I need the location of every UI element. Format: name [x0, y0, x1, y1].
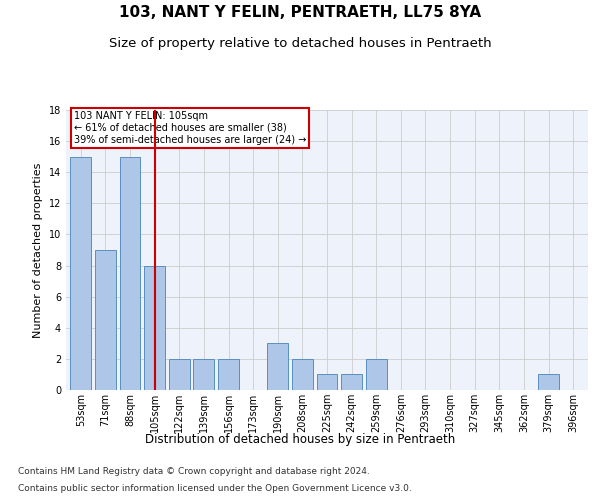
Bar	[366, 359, 387, 390]
Bar	[267, 344, 288, 390]
Bar	[317, 374, 337, 390]
Text: 103, NANT Y FELIN, PENTRAETH, LL75 8YA: 103, NANT Y FELIN, PENTRAETH, LL75 8YA	[119, 5, 481, 20]
Bar	[169, 359, 190, 390]
Bar	[144, 266, 165, 390]
Bar	[95, 250, 116, 390]
Text: Contains public sector information licensed under the Open Government Licence v3: Contains public sector information licen…	[18, 484, 412, 493]
Bar	[341, 374, 362, 390]
Bar	[70, 156, 91, 390]
Text: 103 NANT Y FELIN: 105sqm
← 61% of detached houses are smaller (38)
39% of semi-d: 103 NANT Y FELIN: 105sqm ← 61% of detach…	[74, 112, 306, 144]
Y-axis label: Number of detached properties: Number of detached properties	[33, 162, 43, 338]
Bar	[538, 374, 559, 390]
Bar	[193, 359, 214, 390]
Bar	[119, 156, 140, 390]
Text: Distribution of detached houses by size in Pentraeth: Distribution of detached houses by size …	[145, 432, 455, 446]
Bar	[292, 359, 313, 390]
Bar	[218, 359, 239, 390]
Text: Size of property relative to detached houses in Pentraeth: Size of property relative to detached ho…	[109, 38, 491, 51]
Text: Contains HM Land Registry data © Crown copyright and database right 2024.: Contains HM Land Registry data © Crown c…	[18, 468, 370, 476]
